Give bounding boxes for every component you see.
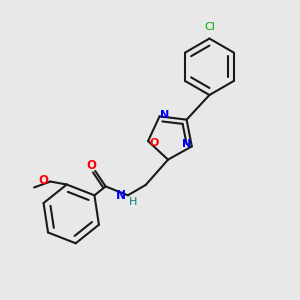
Text: H: H (129, 197, 137, 207)
Text: O: O (39, 174, 49, 187)
Text: N: N (116, 189, 126, 202)
Text: O: O (150, 139, 159, 148)
Text: N: N (182, 139, 191, 149)
Text: O: O (87, 159, 97, 172)
Text: N: N (160, 110, 170, 120)
Text: Cl: Cl (204, 22, 215, 32)
